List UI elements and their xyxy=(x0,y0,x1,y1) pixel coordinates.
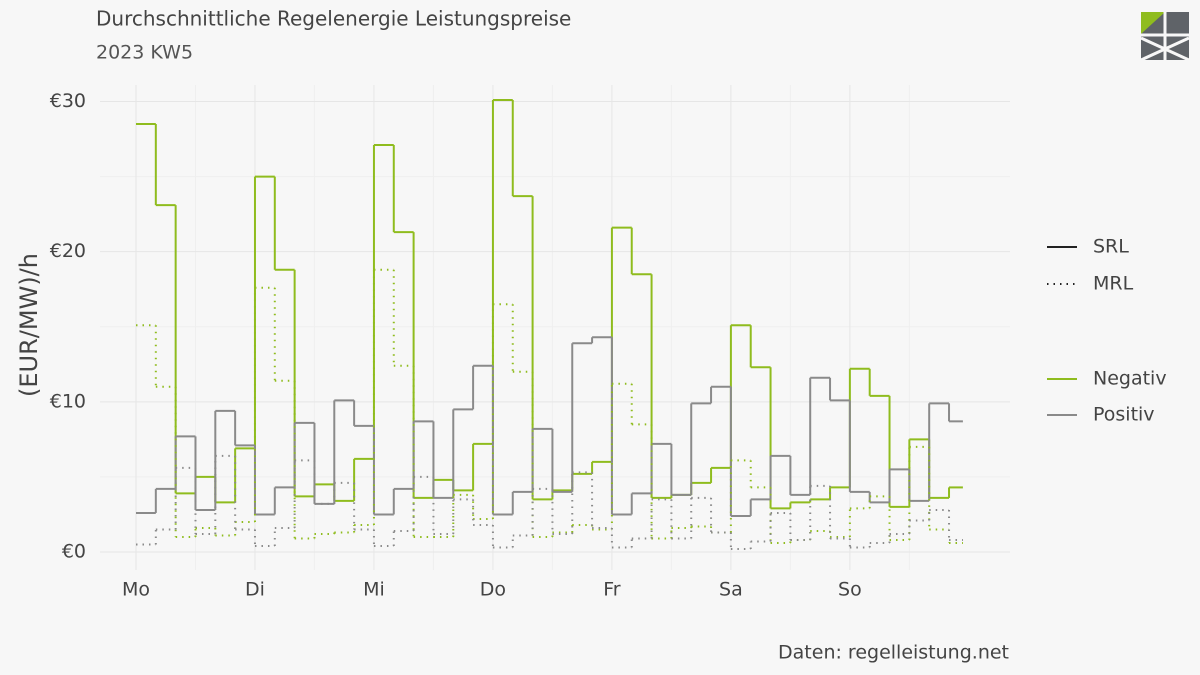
y-tick-label: €20 xyxy=(50,240,86,262)
x-tick-label: Mo xyxy=(122,579,150,601)
caption: Daten: regelleistung.net xyxy=(778,642,1009,664)
y-axis-label: (EUR/MW)/h xyxy=(15,253,43,397)
legend-label: Positiv xyxy=(1093,404,1155,426)
logo xyxy=(1140,12,1190,62)
legend-label: MRL xyxy=(1093,273,1134,295)
x-tick-label: So xyxy=(838,579,862,601)
x-tick-label: Mi xyxy=(363,579,385,601)
y-tick-label: €10 xyxy=(50,390,86,412)
y-tick-label: €0 xyxy=(62,540,86,562)
x-tick-label: Do xyxy=(480,579,506,601)
x-tick-label: Fr xyxy=(603,579,621,601)
chart-subtitle: 2023 KW5 xyxy=(96,42,193,64)
chart-title: Durchschnittliche Regelenergie Leistungs… xyxy=(96,7,571,31)
legend-label: Negativ xyxy=(1093,368,1167,390)
y-tick-label: €30 xyxy=(50,90,86,112)
legend-label: SRL xyxy=(1093,236,1129,258)
x-tick-label: Di xyxy=(245,579,265,601)
x-tick-label: Sa xyxy=(719,579,743,601)
